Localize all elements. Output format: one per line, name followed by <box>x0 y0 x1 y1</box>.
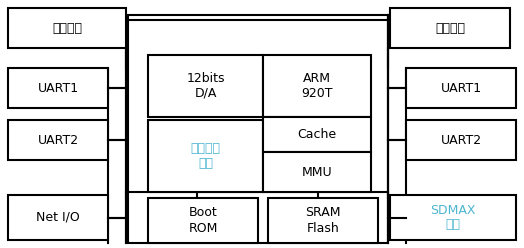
Text: Cache: Cache <box>298 128 336 141</box>
Bar <box>268 198 378 243</box>
Text: 音频接口: 音频接口 <box>435 22 465 34</box>
Text: Boot
ROM: Boot ROM <box>188 207 217 235</box>
Bar <box>263 55 371 117</box>
Text: 串行音频
接口: 串行音频 接口 <box>191 142 221 170</box>
Text: UART2: UART2 <box>37 133 79 147</box>
Bar <box>8 68 108 108</box>
Bar <box>128 15 388 243</box>
Bar <box>390 195 516 240</box>
Bar <box>8 195 108 240</box>
Bar <box>406 68 516 108</box>
Bar <box>8 8 126 48</box>
Text: Net I/O: Net I/O <box>36 211 80 224</box>
Bar <box>406 120 516 160</box>
Text: MMU: MMU <box>302 165 332 179</box>
Text: SDMAX
接口: SDMAX 接口 <box>430 204 476 231</box>
Bar <box>8 120 108 160</box>
Bar <box>148 198 258 243</box>
Text: 音频接口: 音频接口 <box>52 22 82 34</box>
Bar <box>263 152 371 192</box>
Bar <box>390 8 510 48</box>
Text: UART1: UART1 <box>37 82 79 94</box>
Text: ARM
920T: ARM 920T <box>301 72 333 100</box>
Text: UART1: UART1 <box>441 82 482 94</box>
Bar <box>263 117 371 152</box>
Text: SRAM
Flash: SRAM Flash <box>305 207 341 235</box>
Bar <box>148 120 263 192</box>
Bar <box>148 55 263 117</box>
Text: 12bits
D/A: 12bits D/A <box>186 72 225 100</box>
Text: UART2: UART2 <box>441 133 482 147</box>
